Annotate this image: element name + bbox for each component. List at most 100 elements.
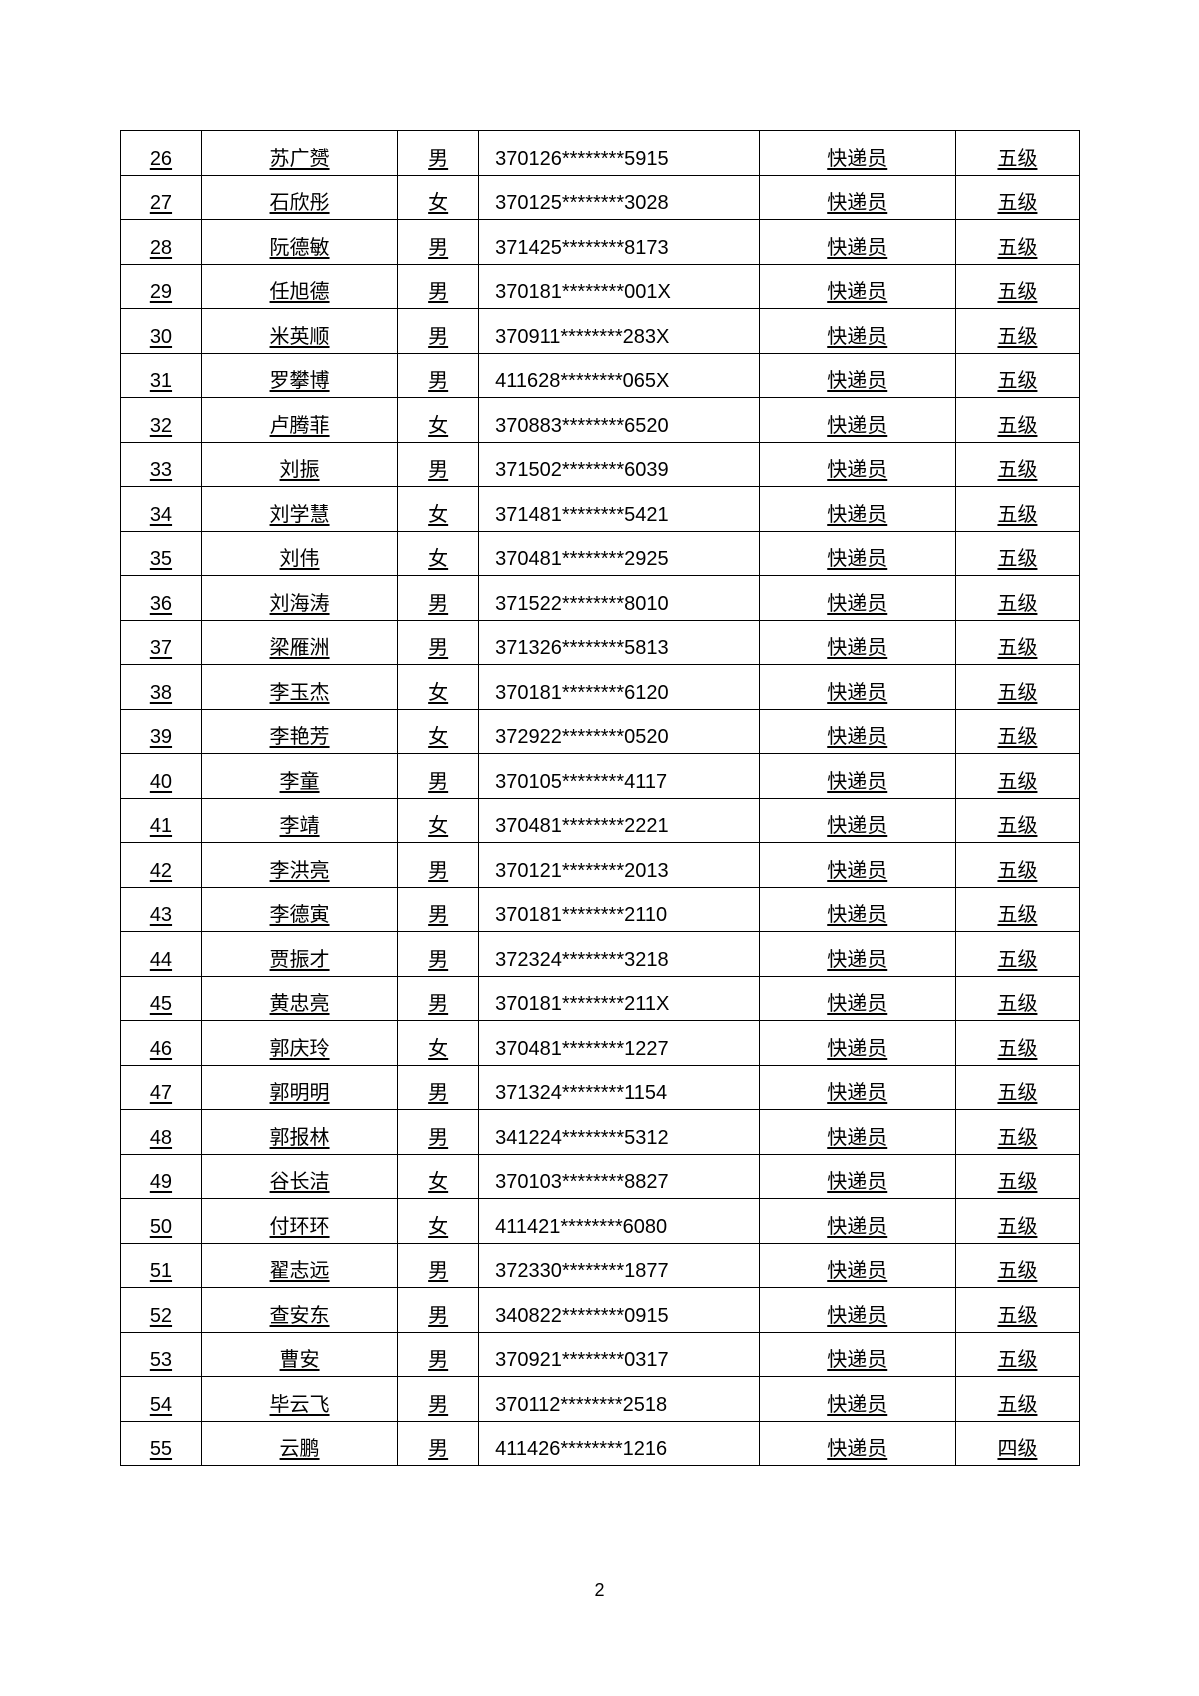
cell-seq: 43 <box>121 887 202 932</box>
cell-id: 341224********5312 <box>479 1110 759 1155</box>
cell-id: 370911********283X <box>479 309 759 354</box>
cell-seq: 35 <box>121 531 202 576</box>
cell-id-text: 370112********2518 <box>495 1394 667 1417</box>
cell-level-text: 五级 <box>997 898 1037 927</box>
cell-level: 五级 <box>955 665 1079 710</box>
table-row: 35刘伟女370481********2925快递员五级 <box>121 531 1080 576</box>
cell-job-text: 快递员 <box>827 1254 887 1283</box>
cell-level-text: 五级 <box>997 453 1037 482</box>
cell-sex: 男 <box>398 1110 479 1155</box>
cell-level-text: 五级 <box>997 364 1037 393</box>
cell-name-text: 刘伟 <box>280 542 320 571</box>
cell-name: 李德寅 <box>201 887 397 932</box>
cell-sex-text: 男 <box>428 453 448 482</box>
cell-seq: 55 <box>121 1421 202 1466</box>
cell-seq: 26 <box>121 131 202 176</box>
cell-sex-text: 男 <box>428 631 448 660</box>
cell-job: 快递员 <box>759 531 955 576</box>
cell-sex: 男 <box>398 976 479 1021</box>
cell-job-text: 快递员 <box>827 275 887 304</box>
cell-id: 371324********1154 <box>479 1065 759 1110</box>
cell-job: 快递员 <box>759 131 955 176</box>
cell-id: 370181********211X <box>479 976 759 1021</box>
cell-name: 阮德敏 <box>201 220 397 265</box>
cell-id-text: 372324********3218 <box>495 949 669 972</box>
cell-id-text: 370911********283X <box>495 326 669 349</box>
cell-seq: 32 <box>121 398 202 443</box>
cell-seq: 31 <box>121 353 202 398</box>
cell-name-text: 郭庆玲 <box>270 1032 330 1061</box>
table-row: 26苏广赟男370126********5915快递员五级 <box>121 131 1080 176</box>
cell-job: 快递员 <box>759 576 955 621</box>
cell-level: 五级 <box>955 1065 1079 1110</box>
cell-id-text: 411421********6080 <box>495 1216 667 1239</box>
cell-level-text: 五级 <box>997 142 1037 171</box>
cell-level-text: 五级 <box>997 631 1037 660</box>
cell-name: 刘伟 <box>201 531 397 576</box>
cell-level: 五级 <box>955 1332 1079 1377</box>
cell-level: 四级 <box>955 1421 1079 1466</box>
cell-level: 五级 <box>955 620 1079 665</box>
cell-id-text: 372922********0520 <box>495 726 669 749</box>
cell-sex: 女 <box>398 531 479 576</box>
cell-level-text: 五级 <box>997 186 1037 215</box>
cell-sex: 男 <box>398 309 479 354</box>
cell-seq-text: 38 <box>150 682 172 705</box>
cell-job-text: 快递员 <box>827 1210 887 1239</box>
cell-id-text: 371324********1154 <box>495 1082 667 1105</box>
table-row: 37梁雁洲男371326********5813快递员五级 <box>121 620 1080 665</box>
cell-job-text: 快递员 <box>827 498 887 527</box>
cell-sex-text: 女 <box>428 809 448 838</box>
cell-id: 372324********3218 <box>479 932 759 977</box>
cell-id: 371425********8173 <box>479 220 759 265</box>
cell-level-text: 五级 <box>997 765 1037 794</box>
cell-job: 快递员 <box>759 1243 955 1288</box>
cell-level: 五级 <box>955 442 1079 487</box>
table-row: 52查安东男340822********0915快递员五级 <box>121 1288 1080 1333</box>
cell-seq-text: 32 <box>150 415 172 438</box>
cell-name-text: 李德寅 <box>270 898 330 927</box>
cell-seq-text: 33 <box>150 459 172 482</box>
cell-sex-text: 男 <box>428 231 448 260</box>
cell-sex: 男 <box>398 442 479 487</box>
cell-sex: 女 <box>398 487 479 532</box>
cell-name: 罗攀博 <box>201 353 397 398</box>
cell-seq: 37 <box>121 620 202 665</box>
cell-sex: 男 <box>398 1421 479 1466</box>
cell-seq: 39 <box>121 709 202 754</box>
cell-name: 查安东 <box>201 1288 397 1333</box>
cell-seq: 36 <box>121 576 202 621</box>
cell-name: 李洪亮 <box>201 843 397 888</box>
cell-name-text: 谷长洁 <box>270 1165 330 1194</box>
cell-name-text: 阮德敏 <box>270 231 330 260</box>
table-row: 46郭庆玲女370481********1227快递员五级 <box>121 1021 1080 1066</box>
cell-level: 五级 <box>955 798 1079 843</box>
page-number-value: 2 <box>594 1580 604 1600</box>
cell-level-text: 四级 <box>997 1432 1037 1461</box>
table-row: 38李玉杰女370181********6120快递员五级 <box>121 665 1080 710</box>
cell-seq: 49 <box>121 1154 202 1199</box>
cell-id: 370481********2925 <box>479 531 759 576</box>
table-row: 28阮德敏男371425********8173快递员五级 <box>121 220 1080 265</box>
cell-id: 370112********2518 <box>479 1377 759 1422</box>
cell-seq: 53 <box>121 1332 202 1377</box>
cell-level-text: 五级 <box>997 720 1037 749</box>
cell-sex: 男 <box>398 220 479 265</box>
cell-id: 372330********1877 <box>479 1243 759 1288</box>
cell-level-text: 五级 <box>997 676 1037 705</box>
cell-sex: 女 <box>398 175 479 220</box>
cell-job: 快递员 <box>759 1199 955 1244</box>
cell-id: 411628********065X <box>479 353 759 398</box>
cell-name: 李玉杰 <box>201 665 397 710</box>
cell-name-text: 毕云飞 <box>270 1388 330 1417</box>
cell-sex: 女 <box>398 1199 479 1244</box>
cell-job: 快递员 <box>759 175 955 220</box>
cell-sex: 女 <box>398 709 479 754</box>
table-row: 45黄忠亮男370181********211X快递员五级 <box>121 976 1080 1021</box>
table-row: 32卢腾菲女370883********6520快递员五级 <box>121 398 1080 443</box>
cell-name-text: 卢腾菲 <box>270 409 330 438</box>
cell-seq-text: 27 <box>150 192 172 215</box>
cell-job-text: 快递员 <box>827 453 887 482</box>
cell-job-text: 快递员 <box>827 364 887 393</box>
cell-sex-text: 男 <box>428 275 448 304</box>
